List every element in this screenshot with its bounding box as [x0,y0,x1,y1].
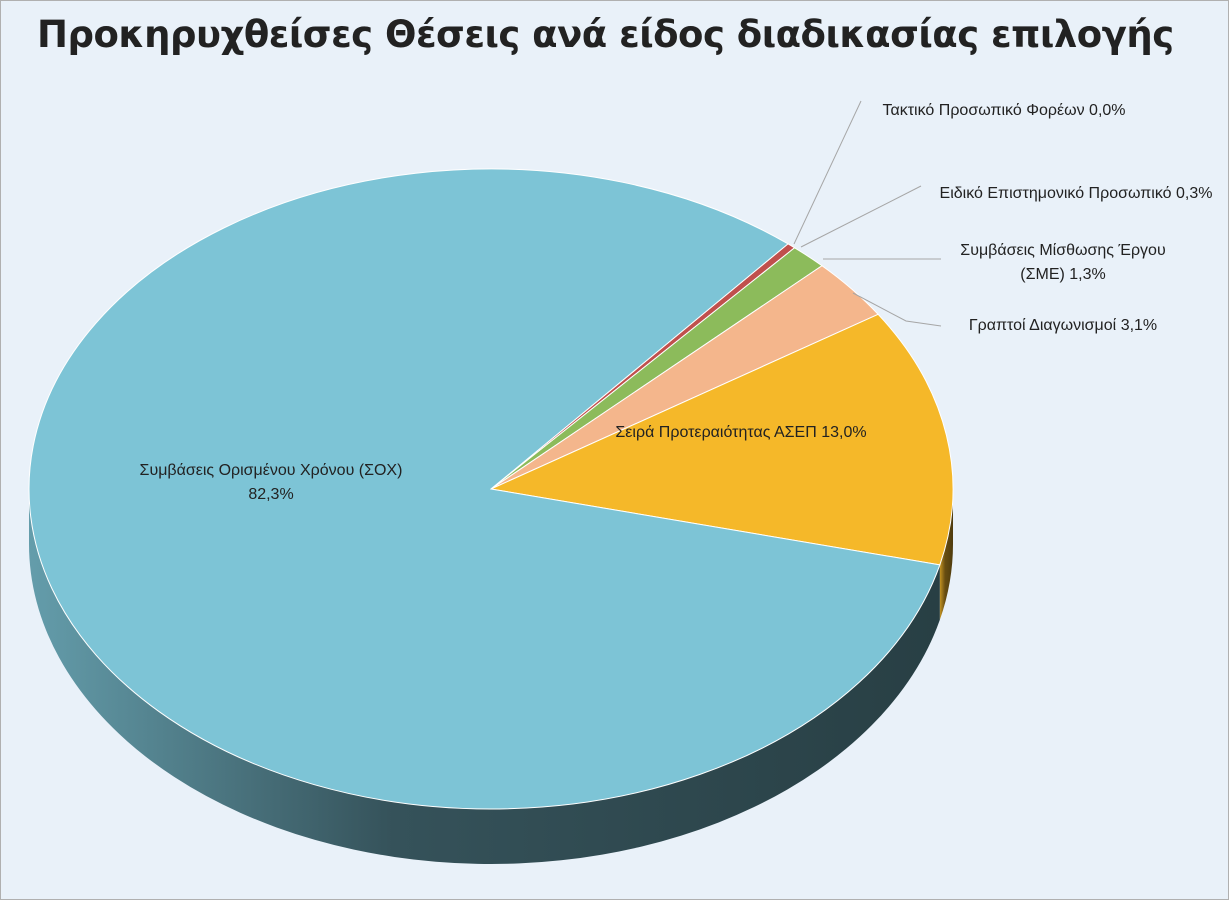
label-name: Σειρά Προτεραιότητας ΑΣΕΠ [615,424,817,441]
data-label: Σειρά Προτεραιότητας ΑΣΕΠ 13,0% [606,421,876,445]
leader-line [852,292,942,327]
label-name: Συμβάσεις Μίσθωσης Έργου (ΣΜΕ) [960,242,1166,283]
label-name: Γραπτοί Διαγωνισμοί [968,317,1117,334]
data-label: Συμβάσεις Μίσθωσης Έργου (ΣΜΕ) 1,3% [951,239,1176,287]
data-label: Τακτικό Προσωπικό Φορέων 0,0% [854,99,1154,123]
leader-line [793,100,862,245]
label-value: 0,0% [1089,102,1126,119]
slice [489,313,954,566]
label-name: Συμβάσεις Ορισμένου Χρόνου (ΣΟΧ) [139,462,403,479]
label-name: Ειδικό Επιστημονικό Προσωπικό [939,185,1172,202]
slice-side [939,489,953,620]
label-value: 0,3% [1176,185,1213,202]
label-value: 3,1% [1120,317,1158,334]
data-label: Συμβάσεις Ορισμένου Χρόνου (ΣΟΧ) 82,3% [121,459,421,507]
label-value: 1,3% [1069,266,1106,283]
label-value: 82,3% [248,486,294,503]
leader-line [800,185,922,248]
chart-title: Προκηρυχθείσες Θέσεις ανά είδος διαδικασ… [37,13,1174,56]
slice [28,168,941,810]
label-value: 13,0% [821,424,867,441]
data-label: Γραπτοί Διαγωνισμοί 3,1% [933,314,1193,338]
label-name: Τακτικό Προσωπικό Φορέων [882,102,1085,119]
data-label: Ειδικό Επιστημονικό Προσωπικό 0,3% [926,182,1226,206]
